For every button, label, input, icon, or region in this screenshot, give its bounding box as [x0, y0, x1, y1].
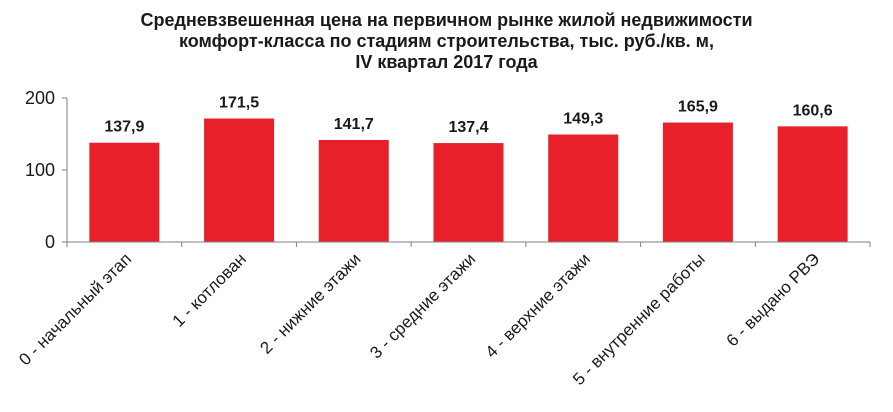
bar: [89, 142, 160, 242]
bar: [548, 134, 619, 242]
y-tick-label: 0: [45, 232, 55, 252]
category-label: 4 - верхние этажи: [482, 249, 594, 361]
chart-title: Средневзвешенная цена на первичном рынке…: [0, 10, 893, 73]
chart-title-line-2: комфорт-класса по стадиям строительства,…: [179, 31, 714, 51]
bar: [662, 122, 733, 242]
category-label: 0 - начальный этап: [15, 249, 135, 369]
chart-title-line-1: Средневзвешенная цена на первичном рынке…: [140, 10, 753, 30]
category-label: 5 - внутренние работы: [569, 249, 709, 389]
bar: [204, 118, 275, 242]
data-label: 137,9: [104, 119, 144, 136]
chart-title-line-3: IV квартал 2017 года: [355, 52, 538, 72]
category-label: 2 - нижние этажи: [256, 249, 364, 357]
bar: [777, 126, 848, 242]
category-label: 1 - котлован: [169, 249, 250, 330]
category-label: 6 - выдано РВЭ: [723, 249, 824, 350]
data-label: 160,6: [793, 102, 833, 119]
bar: [433, 143, 504, 242]
y-tick-label: 100: [25, 160, 55, 180]
data-label: 171,5: [219, 95, 259, 112]
category-label: 3 - средние этажи: [366, 249, 479, 362]
data-label: 137,4: [448, 119, 488, 136]
data-label: 149,3: [563, 111, 603, 128]
data-label: 141,7: [334, 116, 374, 133]
bar: [318, 139, 389, 242]
y-tick-label: 200: [25, 88, 55, 108]
data-label: 165,9: [678, 99, 718, 116]
